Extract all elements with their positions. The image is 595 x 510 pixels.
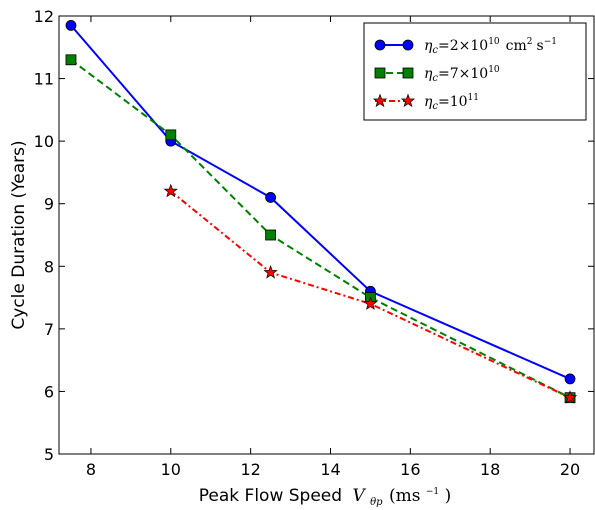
legend-sample-s2	[374, 67, 414, 79]
x-axis-label-text: Peak Flow Speed	[199, 486, 342, 506]
y-tick-label: 7	[44, 320, 54, 339]
x-axis-label-var: V	[352, 486, 366, 506]
legend-s1-unit1-sup: 2	[527, 37, 533, 47]
legend-entry-s2: ηc=7×1010	[374, 65, 500, 84]
legend-sample-s1	[374, 39, 414, 51]
x-axis-label: Peak Flow Speed V θp (ms −1 )	[199, 479, 451, 510]
legend-s1-exp: 10	[488, 37, 500, 47]
legend-s3-eta: η	[424, 94, 433, 110]
legend-marker-s3	[400, 93, 416, 108]
data-point-s1	[564, 373, 576, 385]
x-tick-label: 8	[86, 460, 96, 479]
data-point-s3	[363, 296, 378, 310]
legend-s1-eq: =2×10	[438, 38, 488, 54]
legend-entry-s3: ηc=1011	[372, 93, 479, 112]
legend-marker-s1	[374, 39, 386, 51]
legend-marker-s1	[402, 39, 414, 51]
data-point-s3	[263, 265, 278, 279]
y-tick-label: 11	[34, 70, 54, 89]
data-point-s3	[562, 390, 578, 404]
legend-s2-eta: η	[424, 66, 433, 82]
data-point-s2	[165, 129, 177, 141]
x-axis-label-unit-close: )	[445, 486, 452, 506]
legend-label-s2: ηc=7×1010	[424, 65, 500, 84]
data-point-s1	[265, 192, 277, 203]
y-tick-label: 6	[44, 382, 54, 401]
x-tick-label: 10	[161, 460, 181, 479]
tick-labels: 8 10 12 14 16 18 20 5 6 7 8 9 10 11 12	[34, 7, 581, 479]
legend-s1-eta-sub: c	[432, 45, 438, 56]
legend: ηc=2×1010 cm2 s−1 ηc=7×1010 ηc=1011	[363, 22, 587, 121]
y-tick-label: 10	[34, 132, 54, 151]
legend-s1-unit2-sup: −1	[544, 37, 557, 47]
y-tick-label: 8	[44, 257, 54, 276]
x-tick-label: 18	[480, 460, 500, 479]
series-layer	[65, 19, 578, 404]
legend-label-s3: ηc=1011	[424, 93, 479, 112]
legend-s3-exp: 11	[468, 93, 479, 103]
legend-s2-exp: 10	[488, 65, 500, 75]
legend-entry-s1: ηc=2×1010 cm2 s−1	[374, 37, 557, 56]
legend-label-s1: ηc=2×1010 cm2 s−1	[424, 37, 557, 56]
x-axis-label-unit: (ms	[389, 486, 420, 506]
legend-box	[363, 22, 587, 121]
legend-s1-eta: η	[424, 38, 433, 54]
x-tick-label: 14	[320, 460, 340, 479]
y-axis-label: Cycle Duration (Years)	[9, 140, 29, 329]
legend-marker-s3	[372, 93, 388, 108]
axis-ticks	[59, 15, 594, 455]
legend-s1-unit2: s	[537, 38, 544, 54]
x-tick-label: 12	[240, 460, 260, 479]
y-tick-label: 9	[44, 195, 54, 214]
x-tick-label: 16	[400, 460, 420, 479]
legend-marker-s2	[402, 67, 414, 79]
x-axis-label-var-sub: θp	[370, 497, 383, 508]
legend-s3-eta-sub: c	[432, 101, 438, 112]
legend-s1-unit1: cm	[506, 38, 527, 54]
legend-s2-eq: =7×10	[438, 66, 488, 82]
data-point-s1	[65, 19, 77, 31]
legend-marker-s2	[374, 67, 386, 79]
data-point-s3	[163, 183, 178, 198]
data-point-s2	[65, 54, 77, 66]
x-axis-label-unit-sup: −1	[426, 487, 439, 497]
series-s3	[163, 183, 578, 404]
legend-sample-s3	[372, 93, 416, 108]
x-tick-label: 20	[560, 460, 580, 479]
y-tick-label: 12	[34, 7, 54, 26]
y-tick-label: 5	[44, 445, 54, 464]
legend-s2-eta-sub: c	[432, 73, 438, 84]
data-point-s2	[265, 229, 277, 241]
legend-s3-eq: =10	[438, 94, 468, 110]
